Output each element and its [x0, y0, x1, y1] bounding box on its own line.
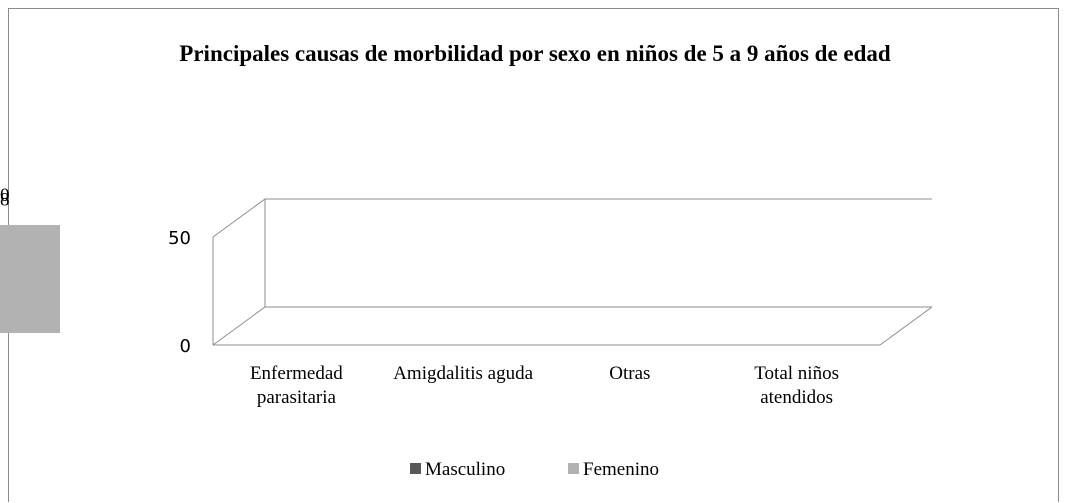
legend-swatch: [568, 463, 579, 474]
x-tick-label: Total niños atendidos: [754, 363, 839, 408]
x-tick-label: Amigdalitis aguda: [393, 363, 534, 384]
x-tick-label: Otras: [609, 363, 651, 384]
grid-line: [212, 198, 932, 238]
grid-line: [212, 306, 932, 346]
x-tick-label: Enfermedad parasitaria: [249, 363, 343, 408]
legend-swatch: [410, 463, 421, 474]
data-label: 48: [0, 189, 10, 210]
y-tick-label: 0: [180, 336, 191, 357]
y-tick-label: 50: [168, 228, 191, 249]
axis-line: [879, 306, 933, 346]
bar: [0, 225, 60, 333]
data-label: 50: [0, 185, 10, 206]
chart-title: Principales causas de morbilidad por sex…: [179, 41, 891, 66]
legend-label: Masculino: [425, 459, 505, 480]
legend-label: Femenino: [583, 459, 659, 480]
